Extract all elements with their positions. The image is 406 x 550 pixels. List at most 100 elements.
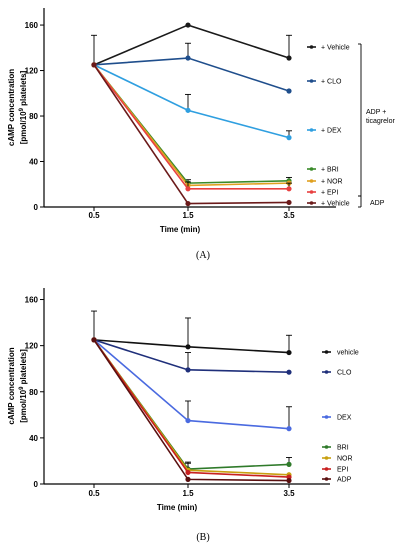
x-tick-label: 0.5 bbox=[88, 489, 100, 498]
series-line bbox=[93, 339, 290, 354]
x-tick-label: 1.5 bbox=[182, 489, 194, 498]
series-line bbox=[93, 57, 290, 92]
x-tick-label: 3.5 bbox=[283, 211, 295, 220]
legend-bracket: ADP + ticagrelor bbox=[358, 43, 395, 197]
series-line bbox=[93, 64, 290, 187]
x-tick-label: 3.5 bbox=[283, 489, 295, 498]
series-3 bbox=[91, 62, 292, 186]
legend-label: + Vehicle bbox=[321, 45, 350, 52]
y-axis-title-units: [pmol/109 platelets] bbox=[19, 70, 28, 144]
legend-entry: + EPI bbox=[307, 190, 338, 197]
y-axis-title-units: [pmol/109 platelets] bbox=[19, 349, 28, 423]
legend-entry: + BRI bbox=[307, 167, 339, 174]
series-5 bbox=[91, 337, 292, 480]
data-point bbox=[286, 186, 292, 192]
y-axis-title: cAMP concentration bbox=[7, 69, 16, 146]
legend-marker bbox=[309, 190, 314, 194]
y-tick-label: 80 bbox=[29, 388, 38, 397]
series-3 bbox=[91, 337, 292, 472]
data-point bbox=[185, 186, 191, 192]
legend-entry: + DEX bbox=[307, 128, 342, 135]
legend-marker bbox=[309, 45, 314, 49]
data-point bbox=[185, 476, 191, 482]
data-point bbox=[185, 417, 191, 424]
data-point bbox=[286, 135, 292, 141]
data-point bbox=[286, 461, 292, 467]
data-point bbox=[91, 337, 97, 343]
data-point bbox=[185, 367, 191, 373]
y-axis-title-units-sup: 9 bbox=[19, 107, 25, 111]
bracket-label: ADP bbox=[370, 200, 385, 207]
legend-marker bbox=[309, 201, 314, 205]
data-point bbox=[286, 199, 292, 206]
series-1 bbox=[91, 337, 292, 375]
legend-marker bbox=[324, 415, 329, 419]
data-point bbox=[286, 426, 292, 432]
y-axis-title-units-prefix: [pmol/10 bbox=[19, 389, 28, 422]
legend-marker bbox=[324, 477, 329, 481]
data-point bbox=[286, 55, 292, 61]
data-point bbox=[286, 369, 292, 375]
legend-label: vehicle bbox=[337, 350, 359, 357]
y-tick-label: 80 bbox=[29, 112, 38, 121]
data-point bbox=[91, 62, 97, 68]
legend-entry: ADP bbox=[322, 477, 352, 484]
data-point bbox=[185, 200, 191, 207]
legend-label: + DEX bbox=[321, 128, 342, 135]
series-1 bbox=[91, 42, 292, 94]
y-tick-label: 160 bbox=[25, 21, 39, 30]
panel-label: (B) bbox=[196, 532, 209, 543]
y-tick-label: 120 bbox=[25, 67, 39, 76]
y-tick-label: 0 bbox=[34, 480, 39, 489]
y-tick-label: 40 bbox=[29, 434, 38, 443]
series-line bbox=[93, 64, 289, 190]
data-point bbox=[185, 344, 191, 350]
x-tick-label: 0.5 bbox=[88, 211, 100, 220]
legend-marker bbox=[309, 79, 314, 83]
legend-label: + CLO bbox=[321, 79, 342, 86]
chart-panel-a: 0 40 80 120 160 0.5 1.5 3.5 Time (min) cAMP conce… bbox=[7, 8, 395, 261]
legend-entry: EPI bbox=[322, 467, 348, 474]
panel-label: (A) bbox=[196, 250, 210, 261]
data-point bbox=[185, 55, 191, 61]
legend-entry: NOR bbox=[322, 456, 353, 463]
legend-marker bbox=[324, 370, 329, 374]
data-point bbox=[185, 107, 191, 113]
series-4 bbox=[91, 337, 292, 478]
legend-label: ADP bbox=[337, 477, 352, 484]
y-axis-title-units-sup: 9 bbox=[19, 386, 25, 390]
legend-label: NOR bbox=[337, 456, 353, 463]
bracket-label: ADP + bbox=[366, 109, 386, 116]
data-point bbox=[185, 469, 191, 476]
data-point bbox=[185, 22, 191, 28]
legend-entry: BRI bbox=[322, 445, 349, 452]
legend-entry: + CLO bbox=[307, 79, 342, 86]
series-line bbox=[93, 339, 290, 478]
y-axis-title: cAMP concentration bbox=[7, 347, 16, 424]
series-line bbox=[93, 339, 290, 476]
series-line bbox=[93, 339, 290, 482]
y-axis-title-units-prefix: [pmol/10 bbox=[19, 111, 28, 144]
chart-panel-b: 0 40 80 120 160 0.5 1.5 3.5 Time (min) cAMP conce… bbox=[7, 288, 359, 543]
legend-marker bbox=[309, 128, 314, 132]
x-axis-title: Time (min) bbox=[157, 503, 198, 512]
bracket-label-line2: ticagrelor bbox=[366, 118, 395, 125]
legend-marker bbox=[309, 179, 314, 183]
legend-label: + Vehicle bbox=[321, 201, 350, 208]
legend-entry: + Vehicle bbox=[307, 201, 350, 208]
y-tick-label: 160 bbox=[25, 296, 39, 305]
series-line bbox=[93, 339, 290, 373]
legend-label: BRI bbox=[337, 445, 349, 452]
y-tick-label: 120 bbox=[25, 342, 39, 351]
legend-label: CLO bbox=[337, 370, 352, 377]
legend-marker bbox=[324, 350, 329, 354]
x-tick-label: 1.5 bbox=[182, 211, 194, 220]
legend-marker bbox=[324, 456, 329, 460]
series-6 bbox=[91, 337, 292, 484]
data-point bbox=[286, 88, 292, 94]
y-tick-label: 0 bbox=[34, 203, 39, 212]
y-axis-title-units-suffix: platelets] bbox=[19, 349, 28, 387]
legend-entry: + NOR bbox=[307, 179, 343, 186]
legend-entry: vehicle bbox=[322, 350, 359, 357]
